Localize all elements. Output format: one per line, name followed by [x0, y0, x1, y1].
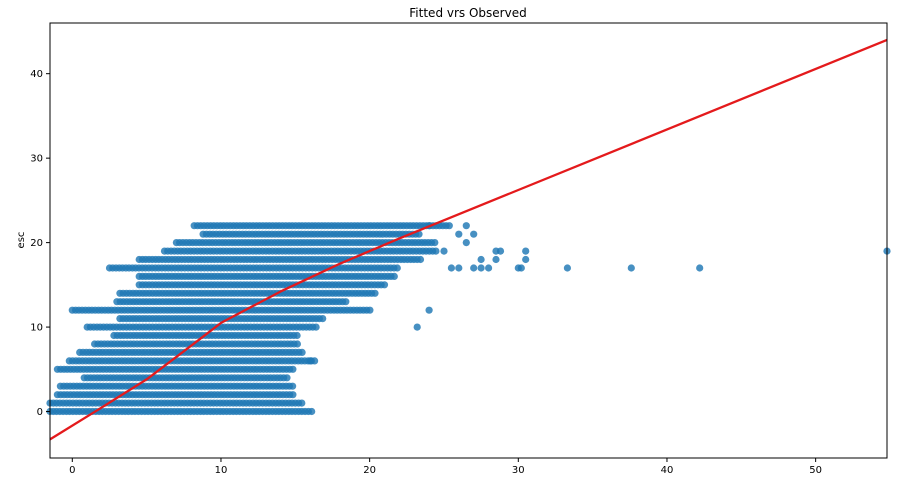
scatter-point [522, 255, 530, 264]
scatter-point [366, 306, 374, 314]
x-tick-label: 20 [363, 465, 376, 476]
scatter-point [492, 255, 500, 264]
scatter-point [306, 357, 314, 365]
scatter-point [470, 230, 478, 238]
scatter-point [425, 306, 433, 314]
scatter-point [696, 264, 704, 272]
y-tick-label: 20 [30, 238, 43, 249]
scatter-point [432, 247, 440, 255]
scatter-point [298, 348, 306, 356]
scatter-point [298, 399, 306, 407]
scatter-point [380, 281, 389, 289]
scatter-point [415, 230, 423, 238]
y-tick-label: 40 [30, 69, 43, 80]
scatter-point [447, 264, 455, 272]
scatter-point [462, 239, 470, 247]
scatter-point [293, 331, 301, 340]
y-axis-label: esc [16, 232, 27, 249]
plot-frame [49, 22, 888, 459]
scatter-point [416, 255, 425, 264]
fitted-line [49, 38, 888, 441]
scatter-point [312, 323, 320, 331]
x-tick-label: 10 [215, 465, 228, 476]
scatter-point [440, 247, 448, 255]
scatter-point [393, 264, 401, 272]
x-tick-label: 0 [69, 465, 75, 476]
scatter-point [390, 272, 398, 280]
scatter-point [462, 222, 470, 230]
x-tick-label: 30 [512, 465, 525, 476]
y-axis-ticks: 0 10 20 30 40 [30, 69, 50, 418]
scatter-point [445, 222, 453, 230]
scatter-point [522, 247, 530, 255]
scatter-point [485, 264, 493, 272]
scatter-point [283, 374, 291, 382]
scatter-point [319, 315, 327, 323]
scatter-point [308, 407, 316, 416]
fitted-line-path [49, 38, 888, 441]
scatter-point [293, 340, 301, 348]
scatter-point [455, 264, 463, 272]
scatter-point [563, 264, 572, 272]
x-tick-label: 40 [661, 465, 674, 476]
scatter-point [289, 365, 297, 373]
scatter-points [46, 222, 891, 416]
y-tick-label: 10 [30, 323, 43, 334]
scatter-point [371, 289, 379, 297]
scatter-point [477, 255, 485, 264]
scatter-point [455, 230, 463, 238]
scatter-point [517, 264, 525, 272]
y-tick-label: 0 [37, 407, 43, 418]
y-tick-label: 30 [30, 154, 43, 165]
scatter-point [289, 391, 297, 399]
scatter-point [431, 239, 439, 247]
scatter-point [342, 298, 350, 306]
scatter-point [413, 323, 421, 331]
scatter-point [477, 264, 485, 272]
scatter-point [470, 264, 478, 272]
scatter-point [289, 382, 297, 390]
x-tick-label: 50 [809, 465, 822, 476]
chart-title: Fitted vrs Observed [409, 6, 526, 20]
scatter-point [627, 264, 635, 272]
x-axis-ticks: 0 10 20 30 40 50 [69, 458, 822, 476]
scatter-point [496, 247, 505, 255]
